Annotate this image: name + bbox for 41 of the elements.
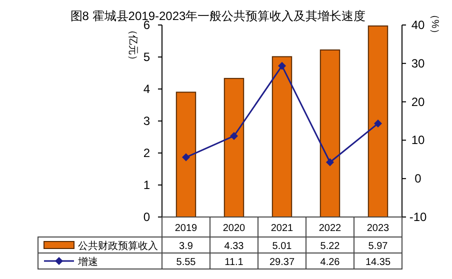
legend-label: 公共财政预算收入 (78, 240, 158, 252)
x-tick-label: 2023 (366, 223, 390, 234)
y-tick-label: 1 (143, 178, 150, 192)
bar (176, 92, 196, 218)
data-label: 5.55 (176, 257, 196, 268)
x-tick-label: 2022 (318, 223, 342, 234)
bar (272, 56, 292, 218)
legend-label: 增速 (77, 256, 98, 268)
point (374, 119, 382, 128)
y2-tick-label: -10 (409, 210, 427, 224)
data-label: 5.01 (272, 241, 292, 252)
data-label: 4.33 (224, 241, 244, 252)
point (278, 62, 286, 70)
data-label: 5.22 (320, 241, 340, 252)
data-label: 14.35 (365, 257, 391, 268)
bar (224, 78, 244, 218)
bar (320, 49, 340, 218)
y2-axis-title: （%） (429, 10, 440, 38)
x-tick-label: 2019 (174, 223, 198, 234)
y2-tick-label: 0 (414, 172, 422, 186)
y-tick-label: 2 (143, 146, 150, 160)
y-tick-label: 4 (143, 82, 150, 96)
data-label: 4.26 (320, 257, 340, 268)
y-tick-label: 0 (143, 210, 150, 224)
x-tick-label: 2021 (270, 223, 294, 234)
y2-tick-label: 10 (411, 133, 425, 148)
data-label: 11.1 (224, 257, 244, 268)
x-tick-label: 2020 (222, 223, 246, 234)
bar (368, 25, 388, 218)
point (230, 132, 238, 140)
y2-tick-label: 40 (411, 18, 425, 32)
data-label: 3.9 (179, 241, 194, 252)
y-tick-label: 5 (143, 50, 150, 64)
y-axis-title: （亿元） (127, 25, 138, 65)
point (182, 153, 190, 162)
data-label: 29.37 (269, 257, 295, 268)
y-tick-label: 3 (143, 114, 150, 128)
y2-tick-label: 30 (411, 56, 425, 70)
y2-tick-label: 20 (411, 94, 425, 109)
point (326, 158, 334, 166)
data-label: 5.97 (368, 241, 388, 252)
